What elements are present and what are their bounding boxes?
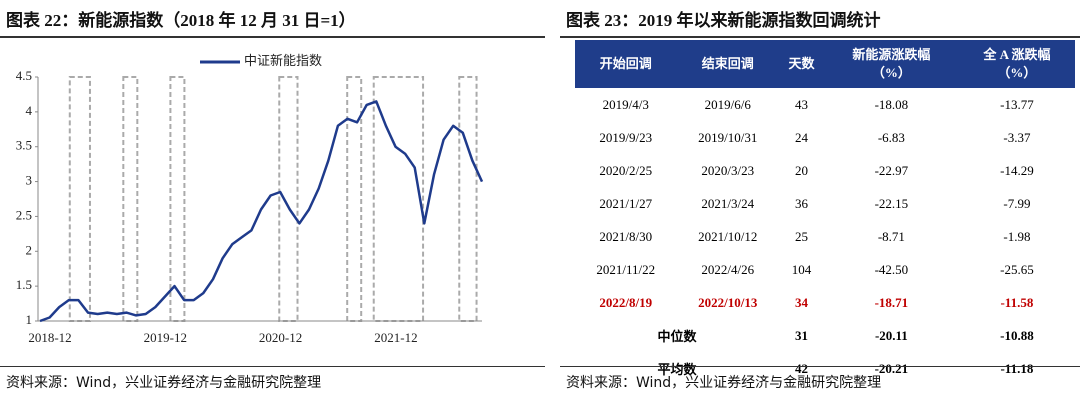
table-cell: 2019/9/23 bbox=[599, 129, 653, 145]
table-cell: 2019/4/3 bbox=[602, 96, 649, 112]
header-cell: 天数 bbox=[788, 56, 815, 71]
line bbox=[39, 100, 484, 323]
y-tick-label: 1.5 bbox=[16, 277, 32, 292]
summary-row: 平均数 42 -20.21 -11.18 bbox=[575, 352, 1075, 385]
retracement-box bbox=[458, 76, 478, 322]
rule bbox=[560, 36, 1080, 38]
table-cell: -14.29 bbox=[1000, 162, 1034, 178]
summary-label: 平均数 bbox=[657, 362, 697, 377]
summary-cell: 42 bbox=[794, 360, 808, 376]
table-cell: 2021/3/24 bbox=[701, 195, 755, 211]
table-row: 2020/2/25 2020/3/23 20 -22.97 -14.29 bbox=[575, 154, 1075, 187]
table-row: 2019/9/23 2019/10/31 24 -6.83 -3.37 bbox=[575, 121, 1075, 154]
table-cell: 2021/1/27 bbox=[599, 195, 653, 211]
header-cell: 全 A 涨跌幅 （%） bbox=[983, 47, 1051, 80]
summary-cell: -20.11 bbox=[874, 327, 908, 343]
table-cell: 25 bbox=[794, 228, 808, 244]
table: 开始回调 结束回调 天数 新能源涨跌幅 （%）全 A 涨跌幅 （%） 2019/4/3 2… bbox=[575, 40, 1075, 385]
summary-cell: -11.18 bbox=[1000, 360, 1034, 376]
table-cell: -7.99 bbox=[1003, 195, 1031, 211]
table-cell: 2022/8/19 bbox=[599, 294, 653, 310]
source: 资料来源：Wind，兴业证券经济与金融研究院整理 bbox=[566, 375, 882, 391]
table-cell: 2022/4/26 bbox=[701, 261, 755, 277]
source: 资料来源：Wind，兴业证券经济与金融研究院整理 bbox=[6, 375, 322, 391]
table-row: 2019/4/3 2019/6/6 43 -18.08 -13.77 bbox=[575, 88, 1075, 121]
x-tick-label: 2019-12 bbox=[144, 330, 187, 345]
summary-label: 中位数 bbox=[657, 329, 697, 344]
table-cell: -13.77 bbox=[1000, 96, 1034, 112]
table-cell: 20 bbox=[794, 162, 808, 178]
right-panel: 图表 23：2019 年以来新能源指数回调统计 开始回调 结束回调 天数 新能源涨跌幅… bbox=[560, 0, 1080, 400]
table-cell: -42.50 bbox=[874, 261, 909, 277]
y-tick-label: 4 bbox=[26, 103, 33, 118]
table-cell: -25.65 bbox=[1000, 261, 1034, 277]
y-tick-label: 1 bbox=[26, 312, 33, 327]
table-cell: -22.97 bbox=[874, 162, 909, 178]
x-tick-label: 2020-12 bbox=[259, 330, 302, 345]
y-tick-label: 3 bbox=[26, 173, 33, 188]
table-cell: 2021/11/22 bbox=[596, 261, 656, 277]
table-cell: -1.98 bbox=[1003, 228, 1031, 244]
table-cell: -3.37 bbox=[1003, 129, 1031, 145]
summary-cell: -20.21 bbox=[874, 360, 909, 376]
table-cell: -11.58 bbox=[1000, 294, 1034, 310]
table-cell: 24 bbox=[794, 129, 808, 145]
retracement-box bbox=[169, 76, 186, 322]
table-cell: 2019/10/31 bbox=[698, 129, 758, 145]
table-cell: -6.83 bbox=[877, 129, 905, 145]
summary-row: 中位数 31 -20.11 -10.88 bbox=[575, 319, 1075, 352]
table-row: 2022/8/19 2022/10/13 34 -18.71 -11.58 bbox=[575, 286, 1075, 319]
retracement-box bbox=[372, 76, 425, 322]
summary-cell: -10.88 bbox=[1000, 327, 1034, 343]
rule bbox=[0, 366, 545, 367]
summary-cell: 31 bbox=[794, 327, 808, 343]
chart-title: 图表 22：新能源指数（2018 年 12 月 31 日=1） bbox=[6, 11, 356, 30]
table-cell: 34 bbox=[794, 294, 808, 310]
table-row: 2021/8/30 2021/10/12 25 -8.71 -1.98 bbox=[575, 220, 1075, 253]
retracement-box bbox=[68, 76, 91, 322]
table-title: 图表 23：2019 年以来新能源指数回调统计 bbox=[566, 11, 881, 30]
table-cell: 36 bbox=[794, 195, 808, 211]
table-row: 2021/11/22 2022/4/26 104 -42.50 -25.65 bbox=[575, 253, 1075, 286]
table-cell: 43 bbox=[794, 96, 808, 112]
table-cell: -8.71 bbox=[877, 228, 905, 244]
y-tick-label: 2.5 bbox=[16, 207, 32, 222]
table-cell: 104 bbox=[791, 261, 812, 277]
header-cell: 结束回调 bbox=[701, 56, 754, 71]
y-tick-label: 3.5 bbox=[16, 138, 32, 153]
table-cell: 2021/10/12 bbox=[698, 228, 758, 244]
header-cell: 新能源涨跌幅 （%） bbox=[852, 47, 931, 80]
table-cell: 2022/10/13 bbox=[698, 294, 758, 310]
retracement-box bbox=[346, 76, 363, 322]
header-row: 开始回调 结束回调 天数 新能源涨跌幅 （%） 全 A 涨跌幅 （%） bbox=[575, 40, 1075, 88]
y-tick-label: 4.5 bbox=[16, 68, 32, 83]
header-cell: 开始回调 bbox=[599, 56, 652, 71]
table-cell: -22.15 bbox=[874, 195, 909, 211]
chart: 1 1.5 2 2.5 3 3.5 4 4.5 2018-12 2019-12 2020-12 202… bbox=[16, 53, 484, 345]
table-cell: -18.08 bbox=[874, 96, 909, 112]
legend-label: 中证新能指数 bbox=[244, 53, 322, 68]
table-cell: 2021/8/30 bbox=[599, 228, 653, 244]
x-tick-label: 2018-12 bbox=[28, 330, 71, 345]
retracement-box bbox=[278, 76, 299, 322]
table-cell: 2020/2/25 bbox=[599, 162, 653, 178]
table-cell: 2020/3/23 bbox=[701, 162, 755, 178]
rule bbox=[0, 36, 545, 38]
table-cell: 2019/6/6 bbox=[704, 96, 751, 112]
table-cell: -18.71 bbox=[874, 294, 909, 310]
y-tick-label: 2 bbox=[26, 242, 33, 257]
x-tick-label: 2021-12 bbox=[374, 330, 417, 345]
table-row: 2021/1/27 2021/3/24 36 -22.15 -7.99 bbox=[575, 187, 1075, 220]
rule bbox=[560, 366, 1080, 367]
left-panel: 图表 22：新能源指数（2018 年 12 月 31 日=1） 1 1.5 2 2.5… bbox=[0, 11, 545, 391]
retracement-box bbox=[122, 76, 139, 322]
